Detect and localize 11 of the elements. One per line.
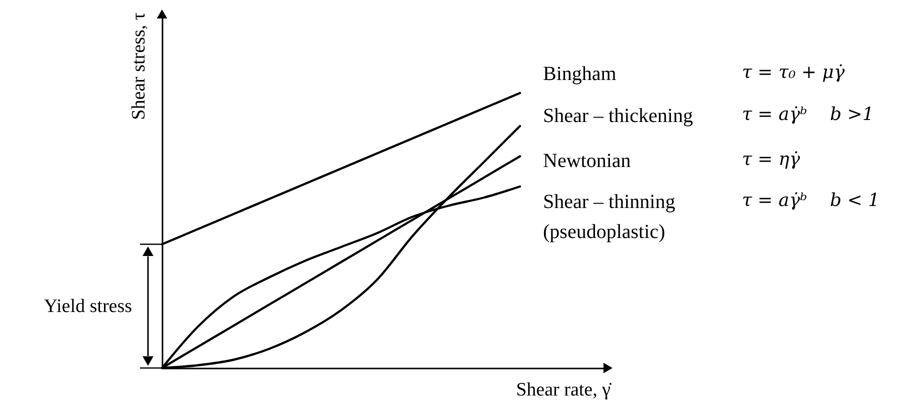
- series-label: Newtonian: [543, 150, 631, 172]
- x-axis-title: Shear rate, γ̇: [516, 380, 612, 400]
- y-axis-title: Shear stress, τ: [128, 12, 150, 120]
- series-label: Shear – thickening: [543, 105, 693, 127]
- text: Yield stress: [44, 296, 132, 318]
- text: τ = aγ̇ᵇ b < 1: [742, 190, 880, 211]
- series-label: Bingham: [543, 63, 617, 85]
- text: τ = ηγ̇: [742, 149, 800, 170]
- text: τ = aγ̇ᵇ b >1: [742, 104, 874, 125]
- series-label: Shear – thinning (pseudoplastic): [543, 191, 676, 243]
- text: τ = τ₀ + μγ̇: [742, 62, 845, 83]
